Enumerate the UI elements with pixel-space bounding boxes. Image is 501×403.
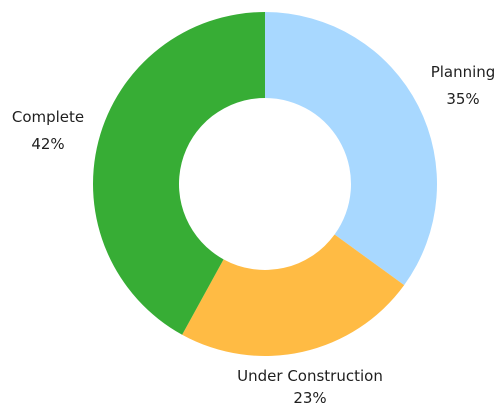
slice-labels: Planning 35% Under Construction 23% Complete… bbox=[12, 63, 495, 403]
slice-name-label: Planning bbox=[431, 63, 496, 81]
slice-complete bbox=[92, 12, 265, 335]
slice-percent-label: 35% bbox=[446, 90, 479, 108]
slice-name-label: Under Construction bbox=[237, 367, 383, 385]
slice-name-label: Complete bbox=[12, 108, 84, 126]
slice-under-construction bbox=[182, 234, 405, 356]
slice-percent-label: 42% bbox=[31, 135, 64, 153]
donut-slices bbox=[92, 12, 437, 356]
slice-planning bbox=[265, 12, 437, 286]
slice-percent-label: 23% bbox=[293, 389, 326, 403]
